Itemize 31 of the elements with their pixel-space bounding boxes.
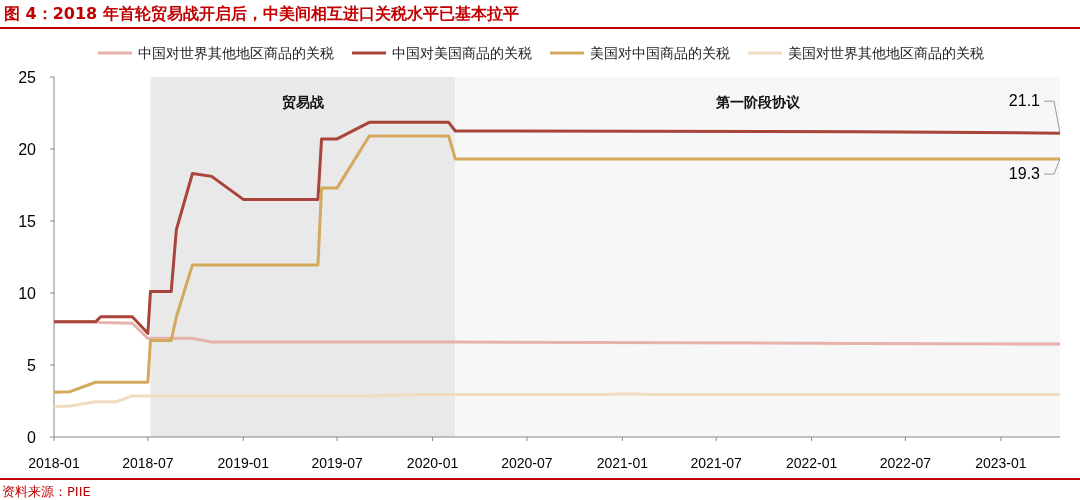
text: 资料来源：PIIE [2,484,91,499]
x-tick-label: 2020-01 [406,455,459,471]
legend-label: 美国对中国商品的关税 [590,45,730,61]
x-tick-label: 2021-01 [596,455,649,471]
band-label: 贸易战 [281,94,324,110]
line-series [52,134,1062,394]
x-tick-label: 2019-01 [217,455,270,471]
x-tick-label: 2022-01 [785,455,838,471]
y-tick-label: 25 [18,69,37,86]
x-tick-label: 2023-01 [975,455,1027,471]
annotation: 21.1 [1008,92,1041,110]
x-tick-label: 2020-07 [501,455,553,471]
line-series [52,392,1062,409]
band-label: 第一阶段协议 [714,94,801,110]
legend-label: 中国对美国商品的关税 [392,45,532,61]
x-tick-label: 2022-07 [879,455,932,471]
legend-label: 中国对世界其他地区商品的关税 [138,45,334,61]
y-tick-label: 0 [27,429,37,446]
x-tick-label: 2018-01 [28,455,80,471]
legend-label: 美国对世界其他地区商品的关税 [788,45,984,61]
y-tick-label: 15 [18,213,37,230]
y-tick-label: 5 [27,357,37,374]
x-tick-label: 2021-07 [690,455,743,471]
annotation: 19.3 [1008,165,1041,183]
chart-title: 图 4：2018 年首轮贸易战开启后，中美间相互进口关税水平已基本拉平 [4,4,519,23]
line-series [52,120,1062,335]
x-tick-label: 2018-07 [122,455,174,471]
x-tick-label: 2019-07 [311,455,364,471]
y-tick-label: 20 [18,141,37,158]
y-tick-label: 10 [18,285,37,302]
band: 贸易战 [150,77,456,437]
